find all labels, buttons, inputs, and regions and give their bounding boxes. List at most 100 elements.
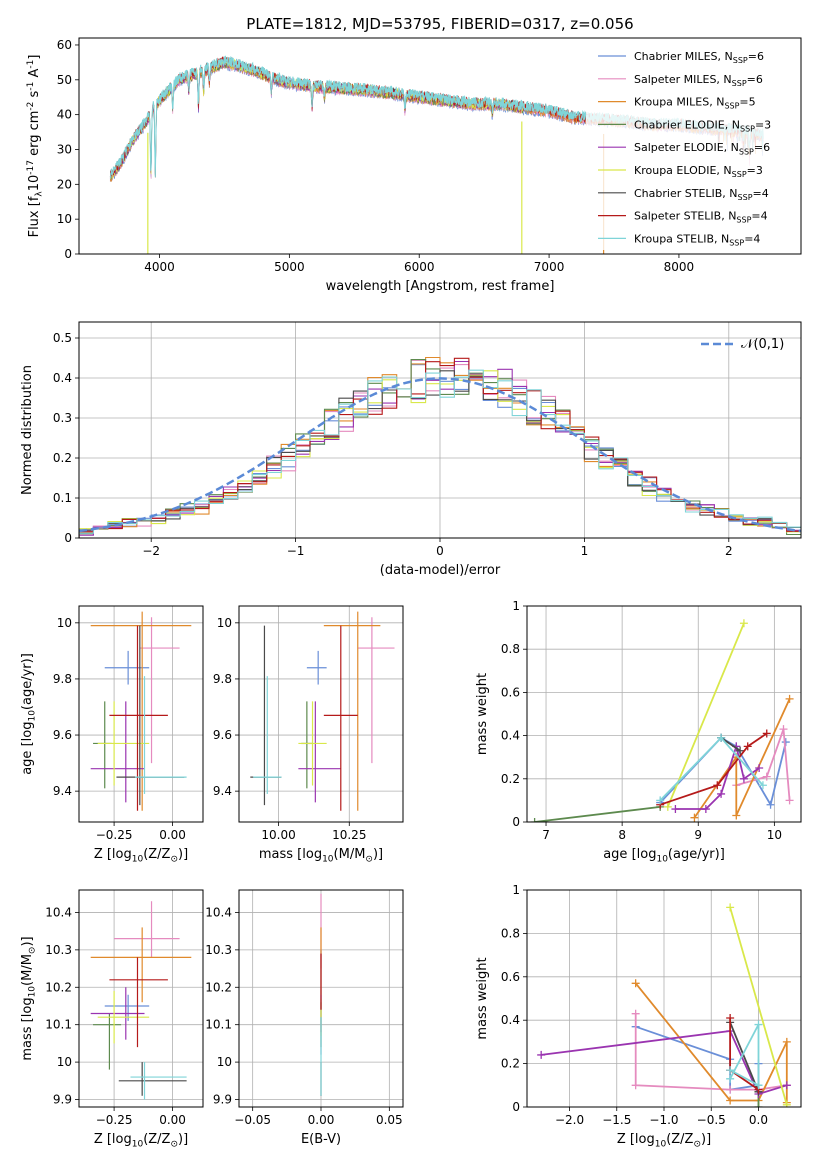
y-tick-label: 10 (217, 1055, 232, 1069)
errorbar-point (97, 991, 150, 1044)
mass-weight-marker (631, 1009, 640, 1018)
y-tick-label: 9.9 (53, 1093, 72, 1107)
errorbar-point (97, 701, 150, 786)
errorbar-point (109, 625, 168, 811)
y-tick-label: 10.3 (205, 943, 232, 957)
errorbar-point (306, 650, 327, 685)
y-tick-label: 10 (57, 212, 72, 226)
x-tick-label: 0.0 (749, 1113, 768, 1127)
y-tick-label: 10.1 (205, 1018, 232, 1032)
mass-vs-metallicity-panel: −0.25 0.00 9.9 10 10.1 10.2 10.3 10.4 Z [log10(Z… (20, 889, 204, 1150)
y-tick-label: 0.8 (501, 642, 520, 656)
y-tick-label: 0.2 (501, 772, 520, 786)
errorbar-point (90, 701, 145, 803)
y-tick-label: 1 (512, 883, 520, 897)
mass-weight-marker (782, 1081, 791, 1090)
axes-frame (526, 889, 802, 1108)
errorbar-point (135, 676, 187, 794)
x-tick-label: 0.05 (376, 1113, 403, 1127)
mass-weight-line (729, 1024, 760, 1087)
mass-weight-line (729, 1018, 760, 1091)
residuals-panel: −2 −1 0 1 2 0 0.1 0.2 0.3 0.4 0.5 (data-model)/erro… (20, 321, 802, 578)
age-vs-mass-panel: 10.00 10.25 9.4 9.6 9.8 10 mass [log10(M/M⊙)] (213, 605, 404, 865)
mass-weight-marker (755, 764, 764, 772)
y-tick-label: 10 (57, 1055, 72, 1069)
axes-frame (526, 605, 802, 823)
y-tick-label: 0.6 (501, 685, 520, 699)
plot-area (90, 901, 192, 1100)
x-tick-label: 2 (725, 544, 733, 558)
mass-weight-series (726, 903, 791, 1107)
mass-weight-marker (701, 805, 710, 814)
x-tick-label: 0 (436, 544, 444, 558)
y-tick-label: 20 (57, 177, 72, 191)
mass-weight-marker (671, 805, 680, 814)
legend-entry: Chabrier MILES, NSSP=6 (634, 50, 764, 65)
x-tick-label: 4000 (144, 260, 175, 274)
y-tick-label: 0.5 (53, 331, 72, 345)
mass-weight-marker (663, 802, 672, 811)
grid (239, 606, 403, 822)
plot-area (79, 356, 801, 538)
plot-area (250, 611, 395, 811)
mass-weight-marker (656, 796, 665, 805)
gaussian-reference-curve (79, 377, 801, 533)
mass-weight-line (659, 732, 768, 806)
errorbar-point (323, 625, 358, 811)
mass-weight-vs-age-panel: 7 8 9 10 0 0.2 0.4 0.6 0.8 1 age [log10(age/yr)] ma… (475, 599, 802, 865)
y-tick-label: 10.3 (45, 943, 72, 957)
y-tick-label: 0.6 (501, 970, 520, 984)
mass-weight-marker (713, 781, 722, 790)
mass-weight-line (666, 622, 745, 808)
legend-entry: Chabrier STELIB, NSSP=4 (634, 187, 769, 202)
mass-weight-marker (762, 772, 771, 781)
y-axis-label: Normed distribution (20, 365, 35, 495)
mass-weight-series (656, 729, 771, 809)
mass-weight-marker (726, 1066, 735, 1075)
mass-weight-marker (732, 811, 741, 820)
mass-weight-marker (785, 694, 794, 703)
plot-area (90, 611, 192, 811)
legend-entry: Salpeter ELODIE, NSSP=6 (634, 141, 770, 156)
y-tick-label: 9.8 (53, 672, 72, 686)
x-axis-label: Z [log10(Z/Z⊙)] (94, 1132, 188, 1150)
y-tick-label: 10.2 (45, 980, 72, 994)
mass-weight-marker (739, 619, 748, 628)
x-tick-label: −1 (287, 544, 305, 558)
plot-area (537, 903, 791, 1107)
mass-weight-marker (631, 1081, 640, 1090)
legend-entry: Kroupa STELIB, NSSP=4 (634, 232, 760, 247)
x-axis-label: mass [log10(M/M⊙)] (259, 847, 383, 865)
mass-weight-line (729, 1022, 760, 1093)
errorbar-point (357, 617, 395, 764)
mass-weight-marker (690, 813, 699, 822)
errorbar-point (109, 957, 168, 1048)
mass-weight-marker (736, 746, 745, 755)
errorbar-point (139, 617, 180, 764)
errorbar-point (90, 927, 192, 1003)
age-vs-metallicity-panel: −0.25 0.00 9.4 9.6 9.8 10 Z [log10(Z/Z⊙)] age [… (20, 605, 204, 865)
mass-weight-line (675, 743, 760, 810)
y-tick-label: 9.6 (213, 728, 232, 742)
x-tick-label: 8 (618, 828, 626, 842)
x-tick-label: 0.00 (159, 1113, 186, 1127)
errorbar-point (104, 994, 150, 1021)
axes-frame (78, 37, 802, 255)
x-tick-label: −1.0 (649, 1113, 678, 1127)
mass-weight-marker (726, 1096, 735, 1105)
figure-title: PLATE=1812, MJD=53795, FIBERID=0317, z=0… (246, 15, 633, 33)
mass-weight-line (720, 737, 741, 752)
x-tick-label: 10.25 (332, 828, 366, 842)
errorbar-point (298, 701, 341, 803)
grid (527, 889, 801, 1108)
mass-weight-line (541, 1030, 788, 1096)
mass-weight-marker (762, 729, 771, 738)
y-tick-label: 9.9 (213, 1093, 232, 1107)
legend-entry: Kroupa MILES, NSSP=5 (634, 96, 756, 111)
x-tick-label: 9 (694, 828, 702, 842)
mass-weight-marker (717, 733, 726, 742)
mass-weight-marker (717, 789, 726, 798)
x-axis-label: (data-model)/error (380, 563, 501, 578)
mass-weight-marker (530, 818, 539, 822)
